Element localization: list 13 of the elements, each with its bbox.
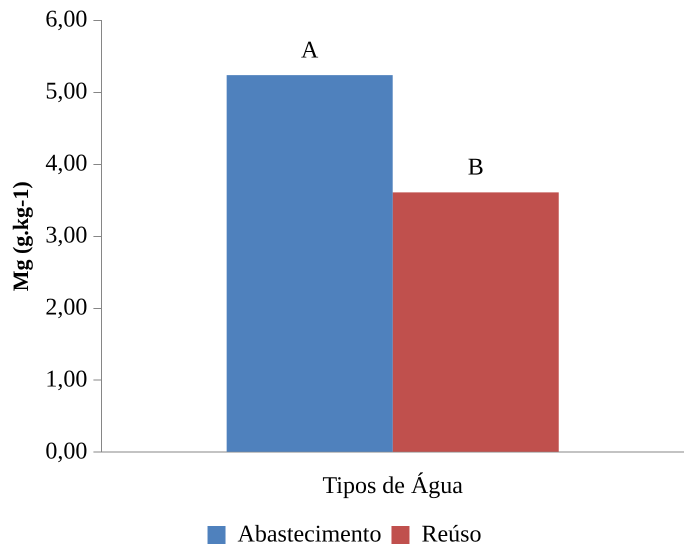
legend-label: Reúso [421, 521, 482, 548]
y-tick-label: 6,00 [45, 6, 88, 33]
y-tick-label: 0,00 [45, 438, 88, 464]
y-tick-label: 2,00 [45, 294, 88, 321]
y-tick-label: 5,00 [45, 78, 88, 105]
annotation: A [301, 37, 320, 64]
legend-label: Abastecimento [238, 521, 382, 548]
y-tick-label: 1,00 [45, 366, 88, 393]
y-tick-label: 4,00 [45, 150, 88, 177]
annotation: B [468, 154, 484, 181]
y-tick-label: 3,00 [45, 222, 88, 249]
x-tick-label: Tipos de Água [322, 472, 464, 499]
y-axis-title: Mg (g.kg-1) [8, 181, 33, 292]
